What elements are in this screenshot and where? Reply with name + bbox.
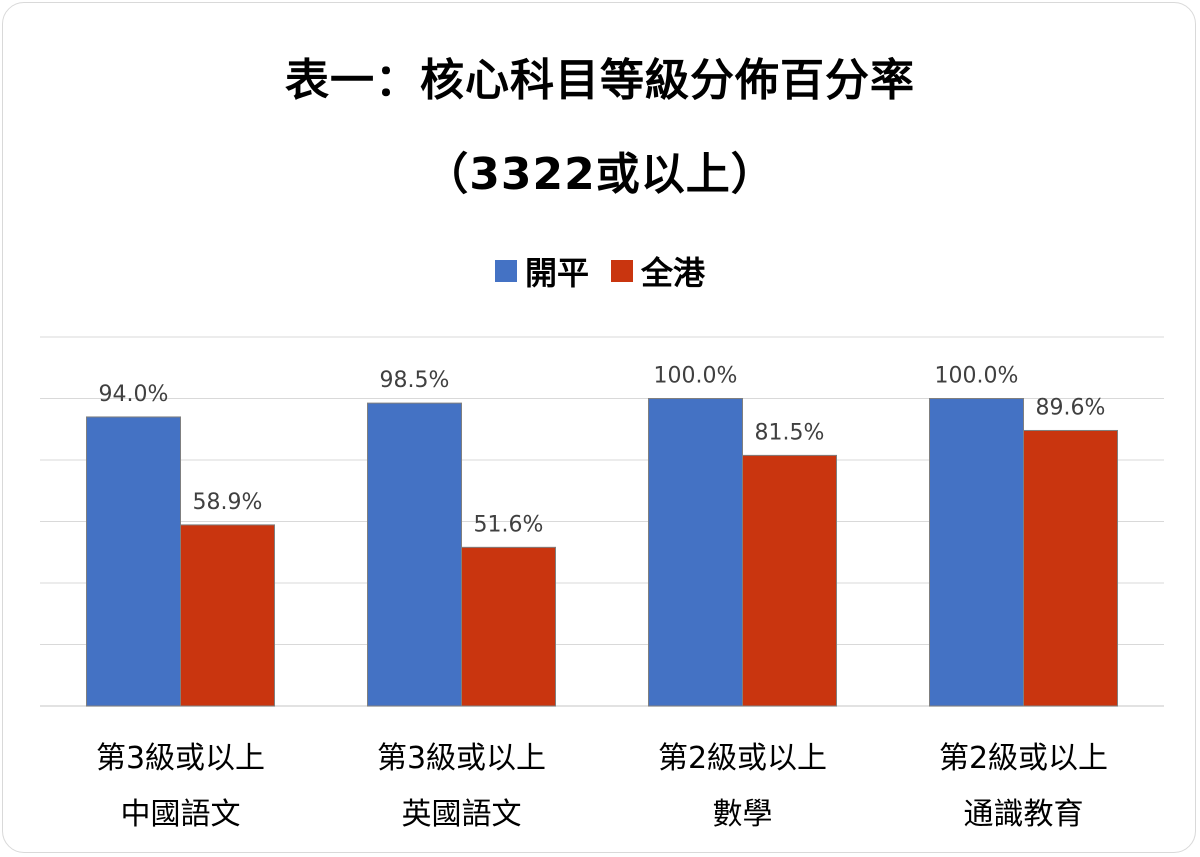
bar-series1	[367, 402, 462, 707]
bar-series1	[86, 416, 181, 707]
category-label: 中國語文	[121, 797, 241, 832]
chart-title-line2: （3322或以上）	[424, 149, 776, 200]
bar-series2	[180, 524, 275, 707]
bar-series2	[742, 454, 837, 707]
legend-label-series1: 開平	[524, 254, 589, 292]
chart-title-line1: 表一：核心科目等級分佈百分率	[285, 55, 915, 106]
category-label: 英國語文	[402, 797, 522, 832]
legend-swatch-series2	[611, 260, 633, 282]
data-label: 100.0%	[654, 364, 738, 389]
category-label: 第2級或以上	[658, 741, 827, 776]
category-label: 數學	[713, 797, 773, 832]
category-label: 第3級或以上	[377, 741, 546, 776]
chart-legend: 開平 全港	[0, 248, 1200, 294]
data-label: 51.6%	[474, 512, 544, 537]
data-label: 94.0%	[99, 382, 169, 407]
category-label: 通識教育	[964, 797, 1084, 832]
legend-label-series2: 全港	[641, 254, 706, 292]
category-label: 第3級或以上	[96, 741, 265, 776]
data-label: 98.5%	[380, 368, 450, 393]
legend-item-series2: 全港	[611, 248, 705, 294]
data-label: 58.9%	[193, 490, 263, 515]
legend-item-series1: 開平	[494, 248, 589, 294]
legend-swatch-series1	[494, 260, 517, 282]
data-label: 89.6%	[1036, 395, 1106, 420]
category-label: 第2級或以上	[939, 741, 1108, 776]
bar-series1	[648, 398, 743, 707]
bar-series2	[461, 546, 556, 707]
bar-series1	[929, 398, 1024, 707]
data-label: 100.0%	[935, 364, 1019, 389]
data-label: 81.5%	[755, 420, 825, 445]
bar-series2	[1023, 429, 1118, 707]
